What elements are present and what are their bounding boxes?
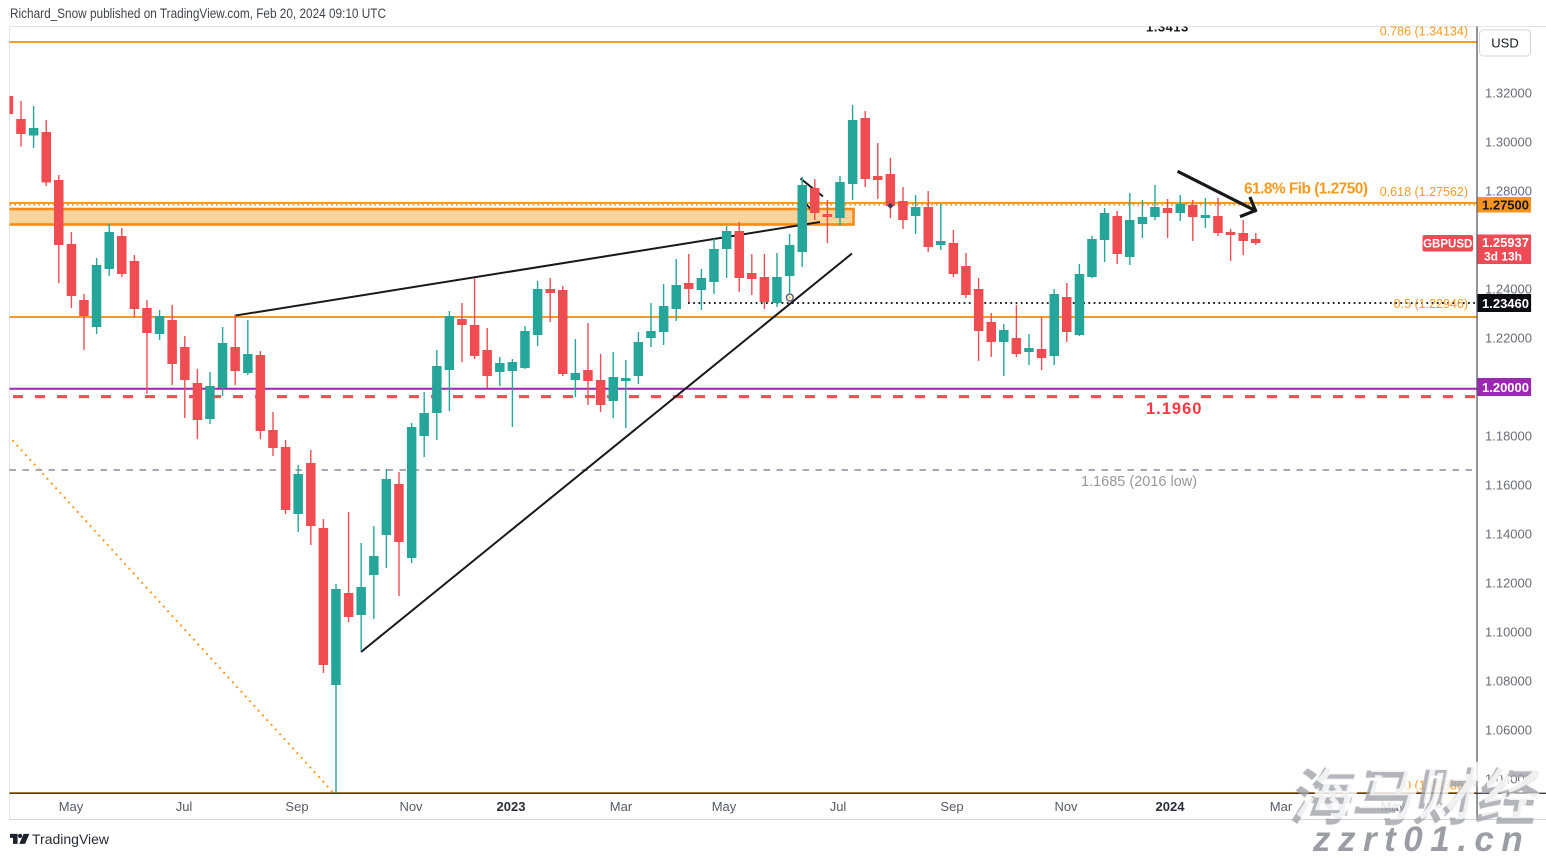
svg-text:1.32000: 1.32000 [1485, 86, 1532, 101]
svg-text:USD: USD [1491, 36, 1518, 51]
svg-text:1.25937: 1.25937 [1482, 235, 1529, 250]
svg-text:1.30000: 1.30000 [1485, 135, 1532, 150]
svg-text:1.06000: 1.06000 [1485, 723, 1532, 738]
svg-text:1.27500: 1.27500 [1482, 198, 1529, 213]
svg-text:Nov: Nov [399, 799, 423, 814]
svg-text:May: May [59, 799, 84, 814]
svg-text:1.23460: 1.23460 [1482, 296, 1529, 311]
svg-text:Sep: Sep [285, 799, 308, 814]
svg-text:1.16000: 1.16000 [1485, 478, 1532, 493]
svg-text:1.28000: 1.28000 [1485, 184, 1532, 199]
svg-text:Mar: Mar [610, 799, 633, 814]
svg-text:Jul: Jul [830, 799, 847, 814]
svg-text:3d 13h: 3d 13h [1484, 250, 1522, 264]
svg-text:1.1685 (2016 low): 1.1685 (2016 low) [1081, 474, 1197, 490]
svg-text:Sep: Sep [940, 799, 963, 814]
svg-text:0.618 (1.27562): 0.618 (1.27562) [1380, 185, 1468, 199]
svg-text:1.3413: 1.3413 [1146, 20, 1189, 35]
svg-text:Nov: Nov [1054, 799, 1078, 814]
svg-text:GBPUSD: GBPUSD [1423, 239, 1472, 251]
svg-text:1.22000: 1.22000 [1485, 331, 1532, 346]
svg-text:Richard_Snow published on Trad: Richard_Snow published on TradingView.co… [10, 6, 386, 21]
svg-text:Mar: Mar [1270, 799, 1293, 814]
svg-text:1.10000: 1.10000 [1485, 625, 1532, 640]
svg-text:0.786 (1.34134): 0.786 (1.34134) [1380, 25, 1468, 39]
svg-text:TradingView: TradingView [32, 831, 110, 847]
svg-text:1.08000: 1.08000 [1485, 674, 1532, 689]
svg-text:1.20000: 1.20000 [1482, 380, 1529, 395]
svg-text:1.12000: 1.12000 [1485, 576, 1532, 591]
svg-text:1.18000: 1.18000 [1485, 429, 1532, 444]
svg-text:zzrt01.cn: zzrt01.cn [1315, 818, 1533, 857]
svg-text:0.5 (1.22946): 0.5 (1.22946) [1394, 297, 1468, 311]
svg-text:Jul: Jul [176, 799, 193, 814]
svg-text:1.1960: 1.1960 [1146, 400, 1202, 418]
svg-text:2023: 2023 [497, 799, 526, 814]
svg-text:1.24000: 1.24000 [1485, 282, 1532, 297]
svg-text:May: May [712, 799, 737, 814]
svg-text:2024: 2024 [1156, 799, 1186, 814]
svg-text:61.8% Fib (1.2750): 61.8% Fib (1.2750) [1244, 181, 1368, 198]
svg-text:zzrt01.cn: zzrt01.cn [1312, 820, 1530, 857]
svg-text:1.14000: 1.14000 [1485, 527, 1532, 542]
